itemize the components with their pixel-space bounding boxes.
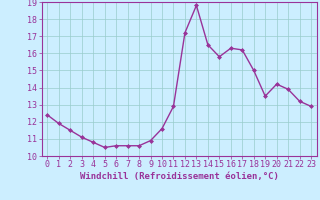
X-axis label: Windchill (Refroidissement éolien,°C): Windchill (Refroidissement éolien,°C) — [80, 172, 279, 181]
